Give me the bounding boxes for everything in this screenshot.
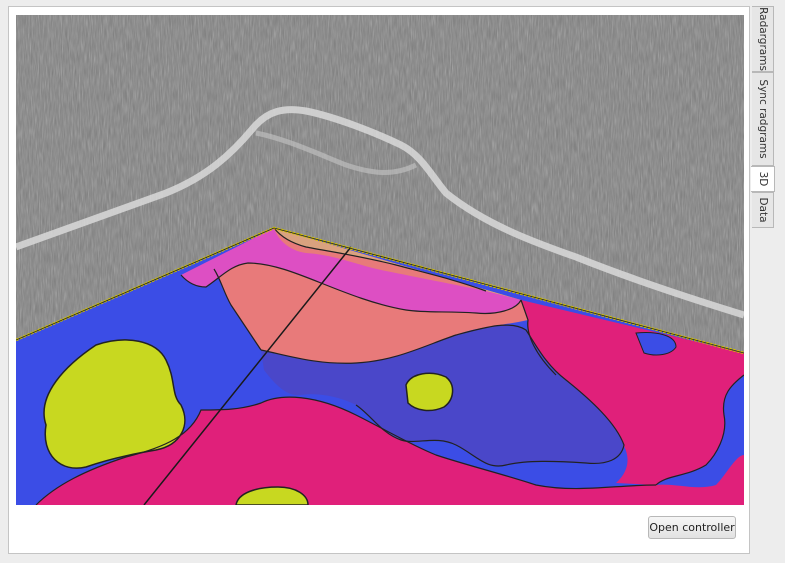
tab-radargrams[interactable]: Radargrams [752,6,774,72]
map-lime-large [43,339,186,469]
terrain-map [16,226,744,505]
tab-radargrams-label: Radargrams [756,7,769,71]
map-pink-region [181,228,521,314]
tab-3d-label: 3D [756,171,769,187]
tab-data-label: Data [756,197,769,223]
map-blue-patch [635,332,677,356]
tab-sync-radgrams[interactable]: Sync radgrams [752,72,774,166]
3d-scene[interactable] [16,15,744,505]
radar-track-line [143,246,352,505]
reflector-band [16,106,744,319]
tab-sync-radgrams-label: Sync radgrams [756,79,769,159]
3d-viewport[interactable] [16,15,744,505]
map-lime-bottom [235,486,309,505]
map-magenta-east [521,300,744,485]
open-controller-button[interactable]: Open controller [648,516,736,539]
tab-data[interactable]: Data [752,192,774,228]
tab-3d[interactable]: 3D [751,166,775,192]
map-lime-small [405,372,454,412]
map-magenta-region [36,397,744,505]
